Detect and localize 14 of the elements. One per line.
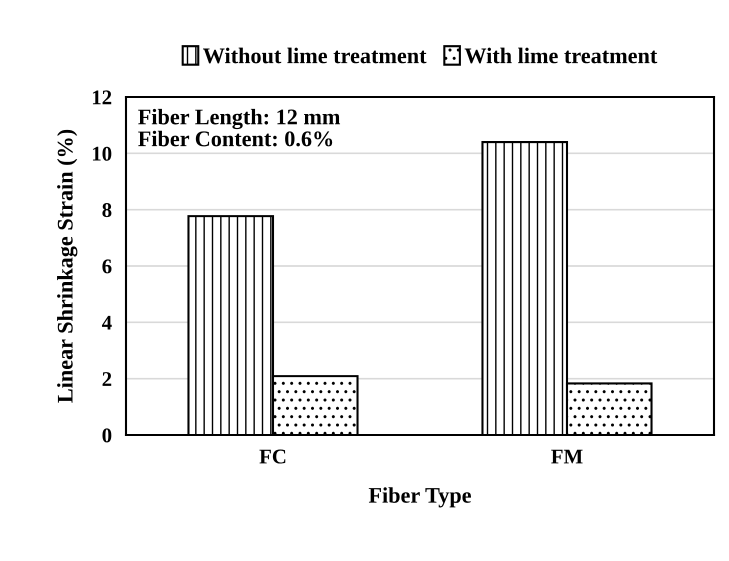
x-axis-title: Fiber Type <box>368 487 471 508</box>
y-tick-label: 0 <box>102 428 112 442</box>
annotation: Fiber Length: 12 mm Fiber Content: 0.6% <box>138 108 340 146</box>
y-tick-label: 12 <box>92 90 112 104</box>
y-axis-title: Linear Shrinkage Strain (%) <box>57 130 78 403</box>
x-tick-label: FM <box>551 450 583 464</box>
legend-label: With lime treatment <box>464 48 658 64</box>
x-tick-label: FC <box>259 450 286 464</box>
legend-label: Without lime treatment <box>203 48 426 64</box>
y-tick-label: 6 <box>102 259 112 274</box>
y-tick-label: 8 <box>102 203 112 218</box>
y-tick-label: 10 <box>92 146 112 161</box>
y-tick-label: 2 <box>102 372 112 386</box>
y-tick-label: 4 <box>102 316 112 330</box>
